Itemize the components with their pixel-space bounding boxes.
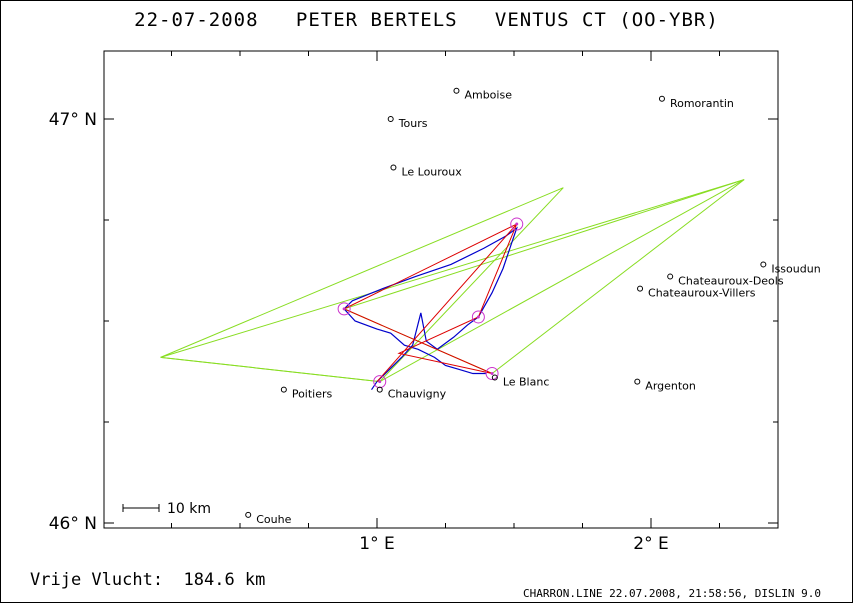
map-frame [103, 50, 779, 529]
axis-ticks: 1° E 2° E 46° N 47° N [49, 51, 778, 554]
flight-track-line [343, 226, 518, 391]
town-label: Chateauroux-Villers [648, 287, 756, 300]
software-credits: CHARRON.LINE 22.07.2008, 21:58:56, DISLI… [522, 587, 821, 600]
turnpoint-center [515, 222, 519, 226]
town-marker [634, 378, 641, 385]
towns: Amboise Romorantin Tours Le Louroux Issoudun… [245, 87, 821, 526]
chart-title: 22-07-2008 PETER BERTELS VENTUS CT (OO-Y… [134, 9, 719, 31]
town-marker [390, 164, 397, 171]
town-label: Poitiers [292, 388, 333, 401]
turnpoint-center [378, 380, 382, 384]
scale-bar-label: 10 km [167, 501, 211, 517]
town-label: Le Blanc [503, 376, 550, 389]
town-label: Couhe [256, 513, 291, 526]
town-marker [376, 386, 383, 393]
free-flight-distance: Vrije Vlucht: 184.6 km [30, 570, 266, 590]
y-tick-label: 47° N [49, 110, 97, 130]
turnpoints [337, 217, 524, 389]
sector-triangle [160, 179, 745, 383]
turnpoint-center [342, 307, 346, 311]
x-tick-label: 2° E [633, 534, 668, 554]
town-marker [491, 374, 498, 381]
town-label: Chauvigny [388, 388, 447, 401]
town-label: Chateauroux-Deols [678, 275, 784, 288]
town-label: Amboise [464, 89, 512, 102]
town-marker [637, 285, 644, 292]
town-marker [453, 87, 460, 94]
town-marker [658, 95, 665, 102]
town-label: Tours [398, 117, 428, 130]
scale-bar: 10 km [122, 501, 211, 517]
town-marker [245, 511, 252, 518]
town-marker [667, 273, 674, 280]
turnpoint-circle [485, 367, 499, 381]
turnpoint-circle [337, 302, 351, 316]
town-label: Le Louroux [401, 165, 462, 178]
town-marker [760, 261, 767, 268]
town-marker [280, 386, 287, 393]
town-label: Romorantin [670, 97, 734, 110]
turnpoint-center [490, 372, 494, 376]
town-label: Argenton [645, 380, 696, 393]
y-tick-label: 46° N [49, 514, 97, 534]
turnpoint-circle [471, 310, 485, 324]
town-label: Issoudun [771, 262, 820, 275]
turnpoint-center [476, 315, 480, 319]
turnpoint-circle [510, 217, 524, 231]
flight-track [343, 226, 518, 391]
x-tick-label: 1° E [359, 534, 394, 554]
town-marker [387, 116, 394, 122]
